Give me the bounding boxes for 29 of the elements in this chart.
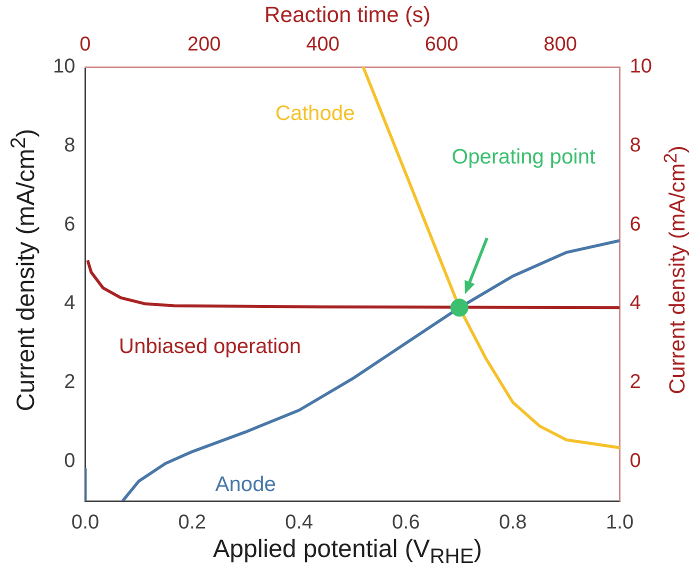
y-tick-label: 10 (52, 56, 76, 78)
y-tick-label: 6 (64, 213, 76, 236)
y-tick-label: 8 (64, 134, 76, 156)
y2-tick-label: 0 (630, 450, 641, 472)
y2-tick-label: 6 (630, 213, 641, 236)
series-label: Anode (215, 473, 276, 496)
x-tick-label: 0.8 (498, 512, 527, 534)
y-tick-label: 2 (64, 371, 76, 394)
x-tick-label: 0.4 (285, 512, 313, 534)
x2-tick-label: 800 (544, 34, 578, 56)
x2-tick-label: 200 (187, 34, 221, 56)
y2-tick-label: 4 (630, 292, 641, 314)
x-axis-title: Applied potential (V$_{RHE}$) (212, 535, 484, 569)
y-tick-label: 0 (64, 450, 76, 472)
x2-axis-title: Reaction time (s) (263, 2, 432, 28)
x-tick-label: 0.2 (178, 512, 206, 534)
y2-tick-label: 10 (630, 56, 652, 78)
x2-tick-label: 0 (80, 34, 91, 56)
x-tick-label: 0.6 (392, 512, 420, 534)
y2-tick-label: 8 (630, 134, 641, 156)
y2-tick-label: 2 (630, 371, 641, 394)
x-tick-label: 0.0 (71, 512, 100, 534)
y-tick-label: 4 (64, 292, 76, 314)
text: Operating point (452, 146, 596, 169)
x-tick-label: 1.0 (606, 512, 634, 534)
series-label: Unbiased operation (118, 334, 302, 358)
series-label: Cathode (275, 102, 355, 126)
x2-tick-label: 600 (424, 34, 458, 56)
x2-tick-label: 400 (306, 34, 340, 56)
